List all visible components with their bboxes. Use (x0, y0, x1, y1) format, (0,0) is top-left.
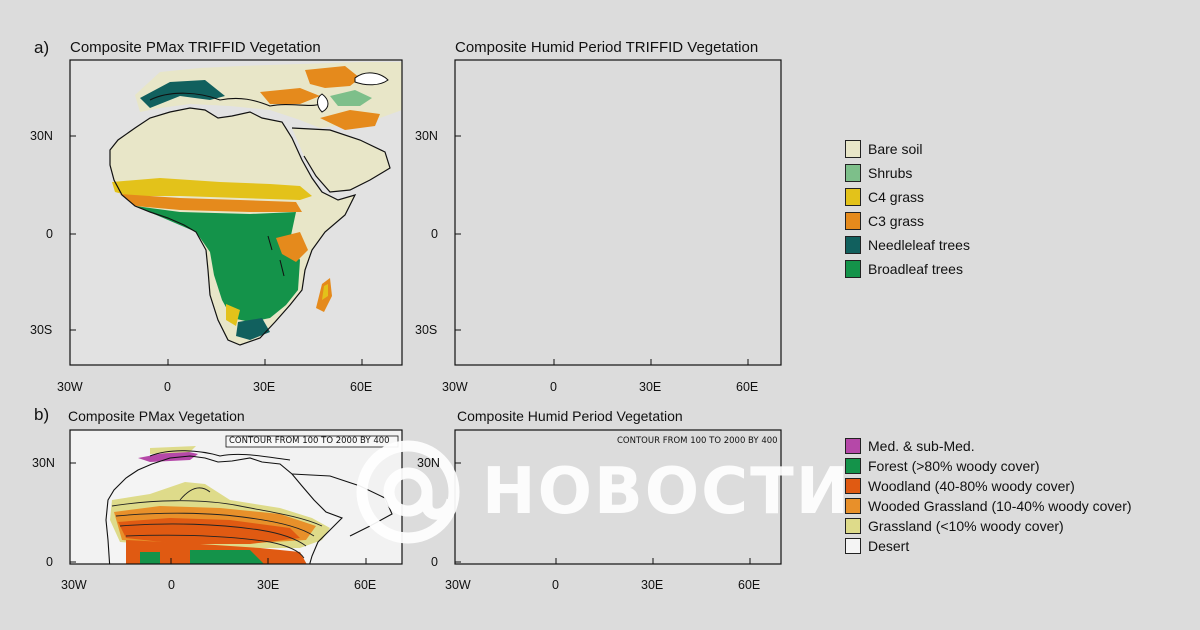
b-left-lon-30e: 30E (257, 578, 280, 592)
legend-b-item: Grassland (<10% woody cover) (845, 516, 1132, 536)
legend-b-swatch (845, 458, 861, 474)
watermark: НОВОСТИ (470, 440, 851, 544)
a-left-lon-30e: 30E (253, 380, 276, 394)
legend-a-item: Broadleaf trees (845, 257, 970, 281)
a-left-lat-30s: 30S (30, 323, 53, 337)
a-right-lon-30e: 30E (639, 380, 662, 394)
legend-a-swatch (845, 236, 861, 254)
legend-b-item: Forest (>80% woody cover) (845, 456, 1132, 476)
legend-b-label: Wooded Grassland (10-40% woody cover) (868, 498, 1132, 514)
b-right-lat-30n: 30N (417, 456, 440, 470)
b-right-lon-60e: 60E (738, 578, 761, 592)
legend-b-swatch (845, 498, 861, 514)
legend-a-label: C3 grass (868, 213, 925, 229)
legend-a-label: Needleleaf trees (868, 237, 970, 253)
map-a-left (70, 60, 402, 365)
legend-a-item: C4 grass (845, 185, 970, 209)
b-right-lon-30e: 30E (641, 578, 664, 592)
legend-a-item: Needleleaf trees (845, 233, 970, 257)
legend-a-swatch (845, 164, 861, 182)
panel-b-ticks (70, 462, 751, 564)
a-left-lat-30n: 30N (30, 129, 53, 143)
b-left-lon-60e: 60E (354, 578, 377, 592)
contour-note-right: CONTOUR FROM 100 TO 2000 BY 400 (617, 436, 778, 446)
a-left-lat-0: 0 (46, 227, 53, 241)
legend-b-swatch (845, 438, 861, 454)
legend-a-label: Bare soil (868, 141, 923, 157)
legend-b-item: Wooded Grassland (10-40% woody cover) (845, 496, 1132, 516)
panel-b-letter: b) (34, 405, 50, 424)
legend-a-label: Broadleaf trees (868, 261, 963, 277)
legend-a-swatch (845, 212, 861, 230)
legend-b-item: Woodland (40-80% woody cover) (845, 476, 1132, 496)
b-right-lon-30w: 30W (445, 578, 471, 592)
a-right-lat-0: 0 (431, 227, 438, 241)
b-left-lat-30n: 30N (32, 456, 55, 470)
a-right-lat-30n: 30N (415, 129, 438, 143)
legend-b-item: Med. & sub-Med. (845, 436, 1132, 456)
b-right-lon-0: 0 (552, 578, 559, 592)
map-a-right-title: Composite Humid Period TRIFFID Vegetatio… (455, 39, 759, 56)
legend-a-swatch (845, 260, 861, 278)
legend-b-item: Desert (845, 536, 1132, 556)
b-left-lon-30w: 30W (61, 578, 87, 592)
contour-note-left: CONTOUR FROM 100 TO 2000 BY 400 (229, 436, 390, 446)
a-left-lon-30w: 30W (57, 380, 83, 394)
legend-a-item: C3 grass (845, 209, 970, 233)
legend-b-label: Grassland (<10% woody cover) (868, 518, 1064, 534)
watermark-text: НОВОСТИ (482, 455, 852, 529)
watermark-at-symbol (356, 440, 460, 544)
legend-a-swatch (845, 188, 861, 206)
legend-b-label: Woodland (40-80% woody cover) (868, 478, 1075, 494)
legend-b-swatch (845, 538, 861, 554)
legend-a-item: Bare soil (845, 137, 970, 161)
a-right-lon-30w: 30W (442, 380, 468, 394)
panel-a-letter: a) (34, 38, 50, 57)
a-left-lon-60e: 60E (350, 380, 373, 394)
legend-a-item: Shrubs (845, 161, 970, 185)
a-right-lon-60e: 60E (736, 380, 759, 394)
map-b-right-title: Composite Humid Period Vegetation (457, 408, 683, 424)
legend-b-swatch (845, 518, 861, 534)
map-b-left-title: Composite PMax Vegetation (68, 408, 245, 424)
map-a-right (455, 60, 788, 365)
map-a-left-title: Composite PMax TRIFFID Vegetation (70, 39, 321, 56)
legend-b-swatch (845, 478, 861, 494)
b-left-lon-0: 0 (168, 578, 175, 592)
legend-a-swatch (845, 140, 861, 158)
legend-a-label: Shrubs (868, 165, 913, 181)
a-left-lon-0: 0 (164, 380, 171, 394)
b-right-lat-0: 0 (431, 555, 438, 569)
legend-a: Bare soil Shrubs C4 grass C3 grass Needl… (845, 137, 970, 281)
legend-b-label: Forest (>80% woody cover) (868, 458, 1040, 474)
b-left-lat-0: 0 (46, 555, 53, 569)
map-b-left (70, 430, 402, 564)
legend-b-label: Desert (868, 538, 910, 554)
legend-a-label: C4 grass (868, 189, 925, 205)
legend-b-label: Med. & sub-Med. (868, 438, 975, 454)
panel-a-ticks (70, 135, 749, 365)
legend-b: Med. & sub-Med. Forest (>80% woody cover… (845, 436, 1132, 556)
a-right-lon-0: 0 (550, 380, 557, 394)
a-right-lat-30s: 30S (415, 323, 438, 337)
